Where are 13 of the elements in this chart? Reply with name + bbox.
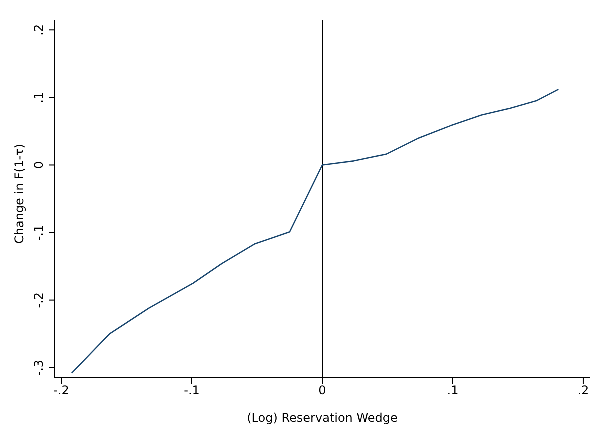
y-tick-label: 0 — [32, 161, 46, 170]
x-tick-label: .2 — [578, 384, 590, 398]
x-tick-label: 0 — [318, 384, 326, 398]
y-tick-label: -.3 — [32, 360, 46, 376]
y-tick-label: .2 — [32, 24, 46, 36]
y-tick-label: -.2 — [32, 292, 46, 308]
y-tick-label: .1 — [32, 92, 46, 104]
x-axis-title: (Log) Reservation Wedge — [247, 411, 398, 425]
x-tick-label: .1 — [447, 384, 459, 398]
x-tick-label: -.2 — [54, 384, 70, 398]
y-tick-label: -.1 — [32, 224, 46, 241]
y-axis-title: Change in F(1-τ) — [12, 144, 26, 244]
x-tick-label: -.1 — [184, 384, 200, 398]
